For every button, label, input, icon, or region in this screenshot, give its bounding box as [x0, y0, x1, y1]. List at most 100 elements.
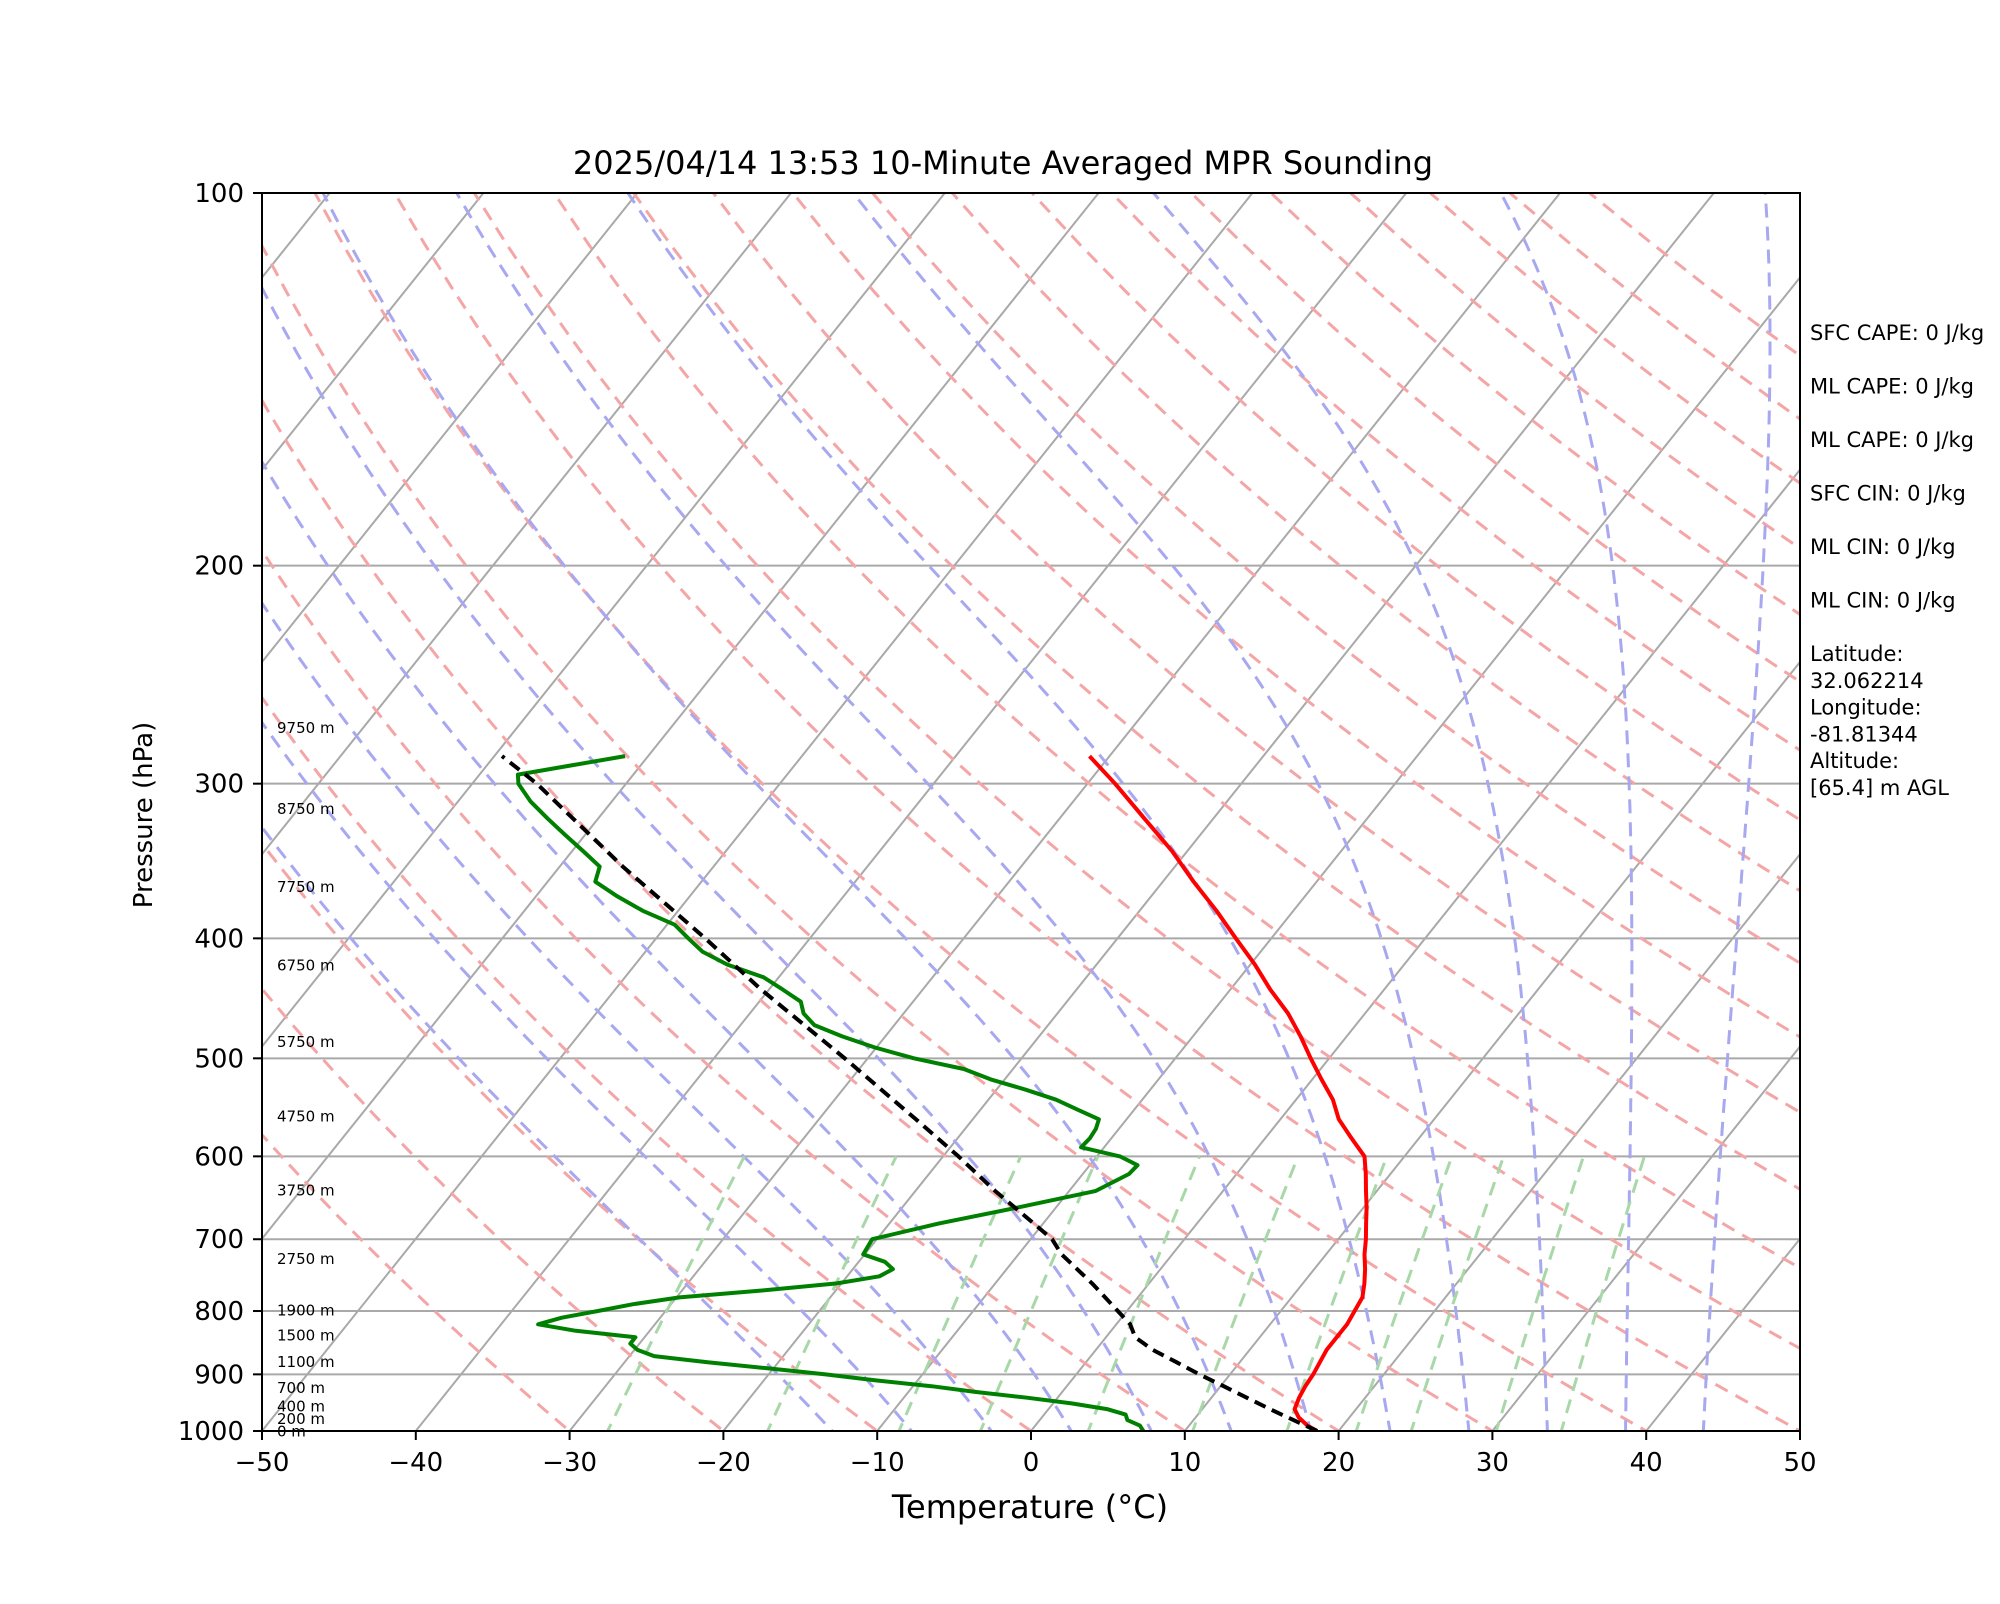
annotation-text: Latitude: 32.062214	[1810, 642, 1924, 693]
series-layer	[500, 754, 1369, 1431]
isotherm-line	[262, 193, 1100, 1241]
moist-adiabat	[262, 459, 1074, 1431]
height-label: 1900 m	[277, 1302, 335, 1320]
dry-adiabat	[791, 193, 1800, 1039]
isotherm-line	[1029, 468, 1800, 1431]
dry-adiabat	[1110, 193, 1800, 752]
background-lines	[0, 165, 2000, 1457]
x-tick-label: −30	[542, 1448, 597, 1478]
y-tick-label: 500	[194, 1044, 244, 1074]
moist-adiabat	[1152, 193, 1549, 1431]
height-label: 400 m	[277, 1398, 325, 1416]
isotherm-line	[875, 275, 1800, 1431]
moist-adiabat	[321, 193, 1233, 1431]
height-label: 0 m	[277, 1422, 306, 1440]
y-tick-label: 100	[194, 179, 244, 209]
y-tick-label: 400	[194, 924, 244, 954]
dry-adiabat	[313, 193, 1650, 1431]
x-tick-label: 0	[1023, 1448, 1040, 1478]
height-label: 2750 m	[277, 1250, 335, 1268]
mixing-ratio-line	[1409, 1155, 1506, 1431]
isotherm-line	[0, 165, 198, 1457]
dry-adiabat	[262, 547, 1188, 1431]
mixing-ratio-line	[1494, 1155, 1585, 1431]
annotation-text: ML CIN: 0 J/kg	[1810, 589, 1956, 613]
x-tick-label: −10	[850, 1448, 905, 1478]
height-label: 7750 m	[277, 878, 335, 896]
y-tick-label: 800	[194, 1297, 244, 1327]
x-tick-label: 40	[1630, 1448, 1663, 1478]
moist-adiabat	[262, 600, 994, 1431]
parcel-profile	[500, 754, 1318, 1431]
height-label: 3750 m	[277, 1181, 335, 1199]
dry-adiabat	[262, 242, 1496, 1431]
isotherm-line	[414, 193, 1408, 1431]
moist-adiabat	[1499, 193, 1634, 1431]
mixing-ratio-line	[605, 1155, 746, 1431]
y-tick-label: 600	[194, 1142, 244, 1172]
chart-title: 2025/04/14 13:53 10-Minute Averaged MPR …	[573, 144, 1433, 182]
isotherm-line	[262, 193, 485, 472]
mixing-ratio-line	[897, 1155, 1023, 1431]
isotherm-line	[262, 193, 1254, 1431]
axis-layer: −50 −40 −30 −20 −10 0 10 20 30 40 50 1000 900 800 700 6…	[178, 179, 1817, 1478]
x-tick-label: 50	[1783, 1448, 1816, 1478]
height-label: 1500 m	[277, 1327, 335, 1345]
isotherm-line	[722, 193, 1716, 1431]
dry-adiabat	[632, 193, 1800, 1191]
y-axis-label: Pressure (hPa)	[129, 722, 159, 909]
y-tick-label: 700	[194, 1225, 244, 1255]
height-label: 9750 m	[277, 719, 335, 737]
moist-adiabat	[626, 193, 1392, 1431]
dry-adiabat	[552, 193, 1800, 1270]
moist-adiabat	[262, 284, 1153, 1431]
isotherm-line	[568, 193, 1562, 1431]
annotation-text: ML CIN: 0 J/kg	[1810, 535, 1956, 559]
isotherm-line	[1491, 1044, 1800, 1431]
annotation-text: ML CAPE: 0 J/kg	[1810, 428, 1974, 452]
isotherm-line	[1337, 852, 1800, 1431]
moist-adiabat	[852, 193, 1471, 1431]
height-label: 8750 m	[277, 800, 335, 818]
dry-adiabat	[262, 986, 726, 1431]
x-tick-label: −40	[388, 1448, 443, 1478]
annotation-text: Longitude: -81.81344	[1810, 696, 1922, 747]
annotation-text: Altitude: [65.4] m AGL	[1810, 749, 1949, 800]
annotation-text: SFC CIN: 0 J/kg	[1810, 482, 1966, 506]
height-label: 6750 m	[277, 957, 335, 975]
height-label: 700 m	[277, 1379, 325, 1397]
dry-adiabat	[262, 695, 1034, 1431]
x-tick-label: 10	[1168, 1448, 1201, 1478]
y-tick-label: 1000	[178, 1417, 244, 1447]
isotherm-line	[1798, 1429, 1800, 1431]
isotherm-line	[1644, 1237, 1800, 1431]
y-tick-label: 200	[194, 552, 244, 582]
dry-adiabat	[473, 193, 1800, 1351]
isotherm-line	[262, 193, 793, 856]
moist-adiabat	[1701, 193, 1772, 1431]
height-label: 4750 m	[277, 1107, 335, 1125]
x-tick-label: −20	[696, 1448, 751, 1478]
height-label: 200 m	[277, 1410, 325, 1428]
temperature-profile	[1088, 754, 1369, 1431]
isotherm-line	[1933, 165, 2000, 1457]
height-label: 1100 m	[277, 1353, 335, 1371]
mixing-ratio-line	[1354, 1155, 1454, 1431]
mixing-ratio-line	[1559, 1155, 1646, 1431]
dry-adiabat	[951, 193, 1800, 893]
y-tick-label: 300	[194, 770, 244, 800]
dry-adiabat	[1030, 193, 1800, 822]
x-tick-label: 20	[1322, 1448, 1355, 1478]
moist-adiabat	[262, 720, 914, 1431]
height-label: 5750 m	[277, 1033, 335, 1051]
annotations: SFC CAPE: 0 J/kg ML CAPE: 0 J/kg ML CAPE: …	[1810, 321, 1984, 800]
isotherm-line	[262, 193, 639, 664]
isotherm-line	[262, 193, 947, 1049]
dry-adiabat	[262, 397, 1342, 1431]
mixing-ratio-line	[765, 1155, 898, 1431]
x-tick-label: −50	[235, 1448, 290, 1478]
annotation-text: ML CAPE: 0 J/kg	[1810, 375, 1974, 399]
